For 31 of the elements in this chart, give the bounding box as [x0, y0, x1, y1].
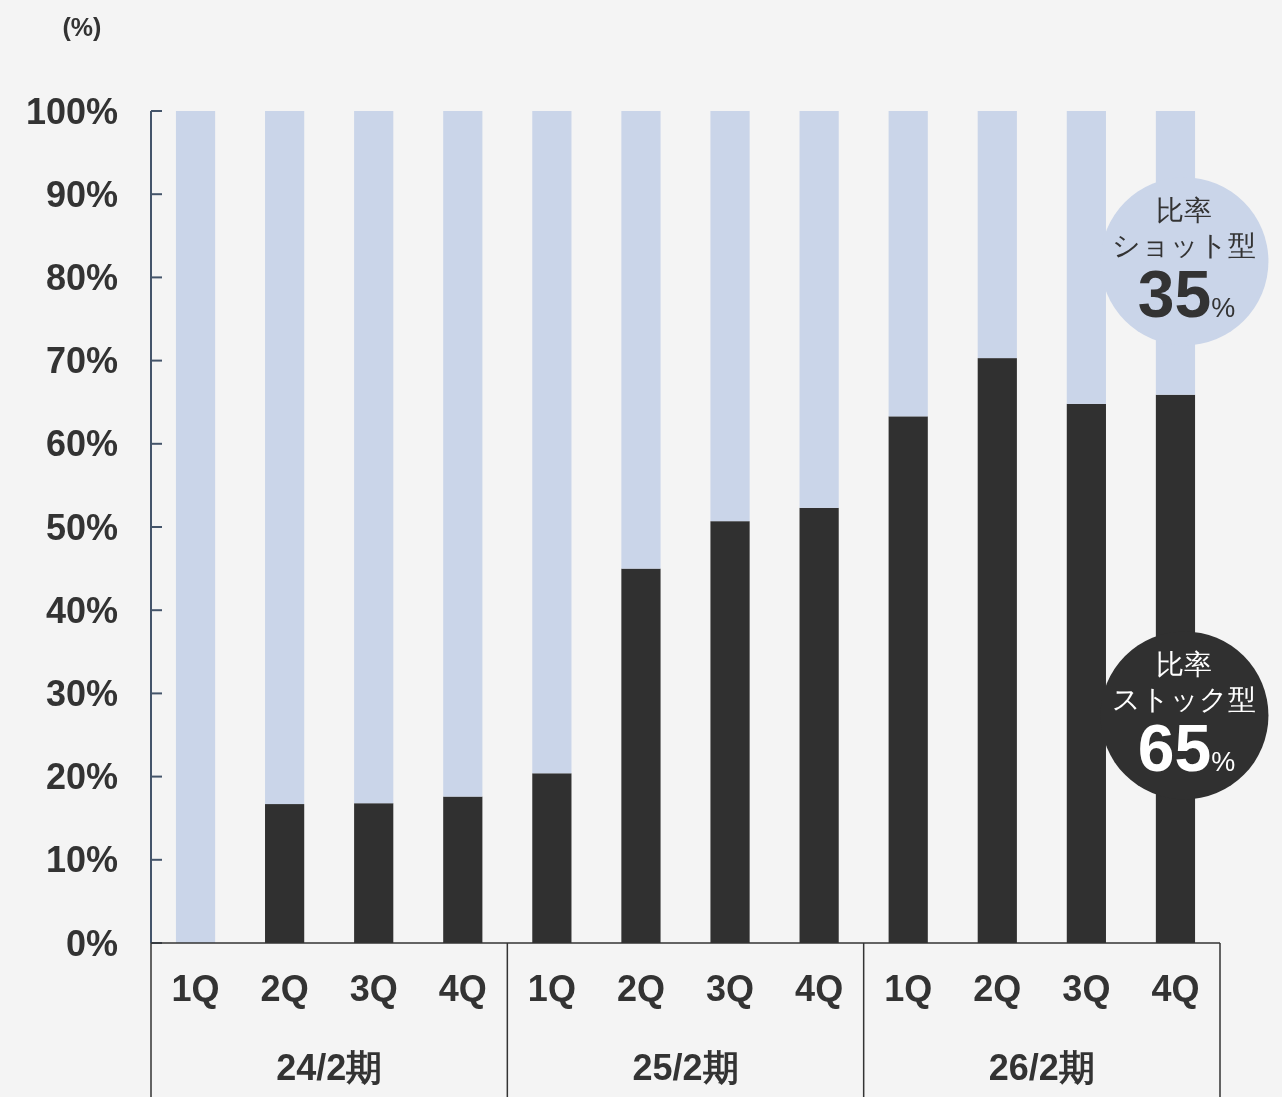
- xtick-label: 1Q: [527, 967, 576, 1009]
- ytick-label: 70%: [45, 340, 118, 382]
- ylabel: (%): [62, 13, 102, 41]
- xtick-label: 1Q: [171, 967, 220, 1009]
- xtick-label: 2Q: [260, 967, 309, 1009]
- xtick-label: 2Q: [616, 967, 665, 1009]
- ytick-label: 50%: [45, 506, 118, 548]
- ytick-label: 20%: [45, 756, 118, 798]
- xtick-label: 4Q: [438, 967, 487, 1009]
- series-name: 比率: [1156, 194, 1213, 226]
- xtick-label: 3Q: [706, 967, 755, 1009]
- group-label: 25/2期: [632, 1046, 739, 1088]
- xtick-label: 4Q: [1151, 967, 1200, 1009]
- series-name: ショット型: [1112, 229, 1257, 261]
- ytick-label: 100%: [25, 90, 118, 132]
- group-label: 26/2期: [988, 1046, 1095, 1088]
- ytick-label: 30%: [45, 672, 118, 714]
- ytick-label: 10%: [45, 839, 118, 881]
- ytick-label: 90%: [45, 173, 118, 215]
- series-name: ストック型: [1112, 683, 1257, 715]
- xtick-label: 1Q: [884, 967, 933, 1009]
- xtick-label: 4Q: [795, 967, 844, 1009]
- xtick-label: 2Q: [973, 967, 1022, 1009]
- ytick-label: 40%: [45, 589, 118, 631]
- ytick-label: 80%: [45, 256, 118, 298]
- xtick-label: 3Q: [349, 967, 398, 1009]
- xtick-label: 3Q: [1062, 967, 1111, 1009]
- ytick-label: 60%: [45, 423, 118, 465]
- ytick-label: 0%: [65, 922, 118, 964]
- series-name: 比率: [1156, 648, 1213, 680]
- group-label: 24/2期: [276, 1046, 383, 1088]
